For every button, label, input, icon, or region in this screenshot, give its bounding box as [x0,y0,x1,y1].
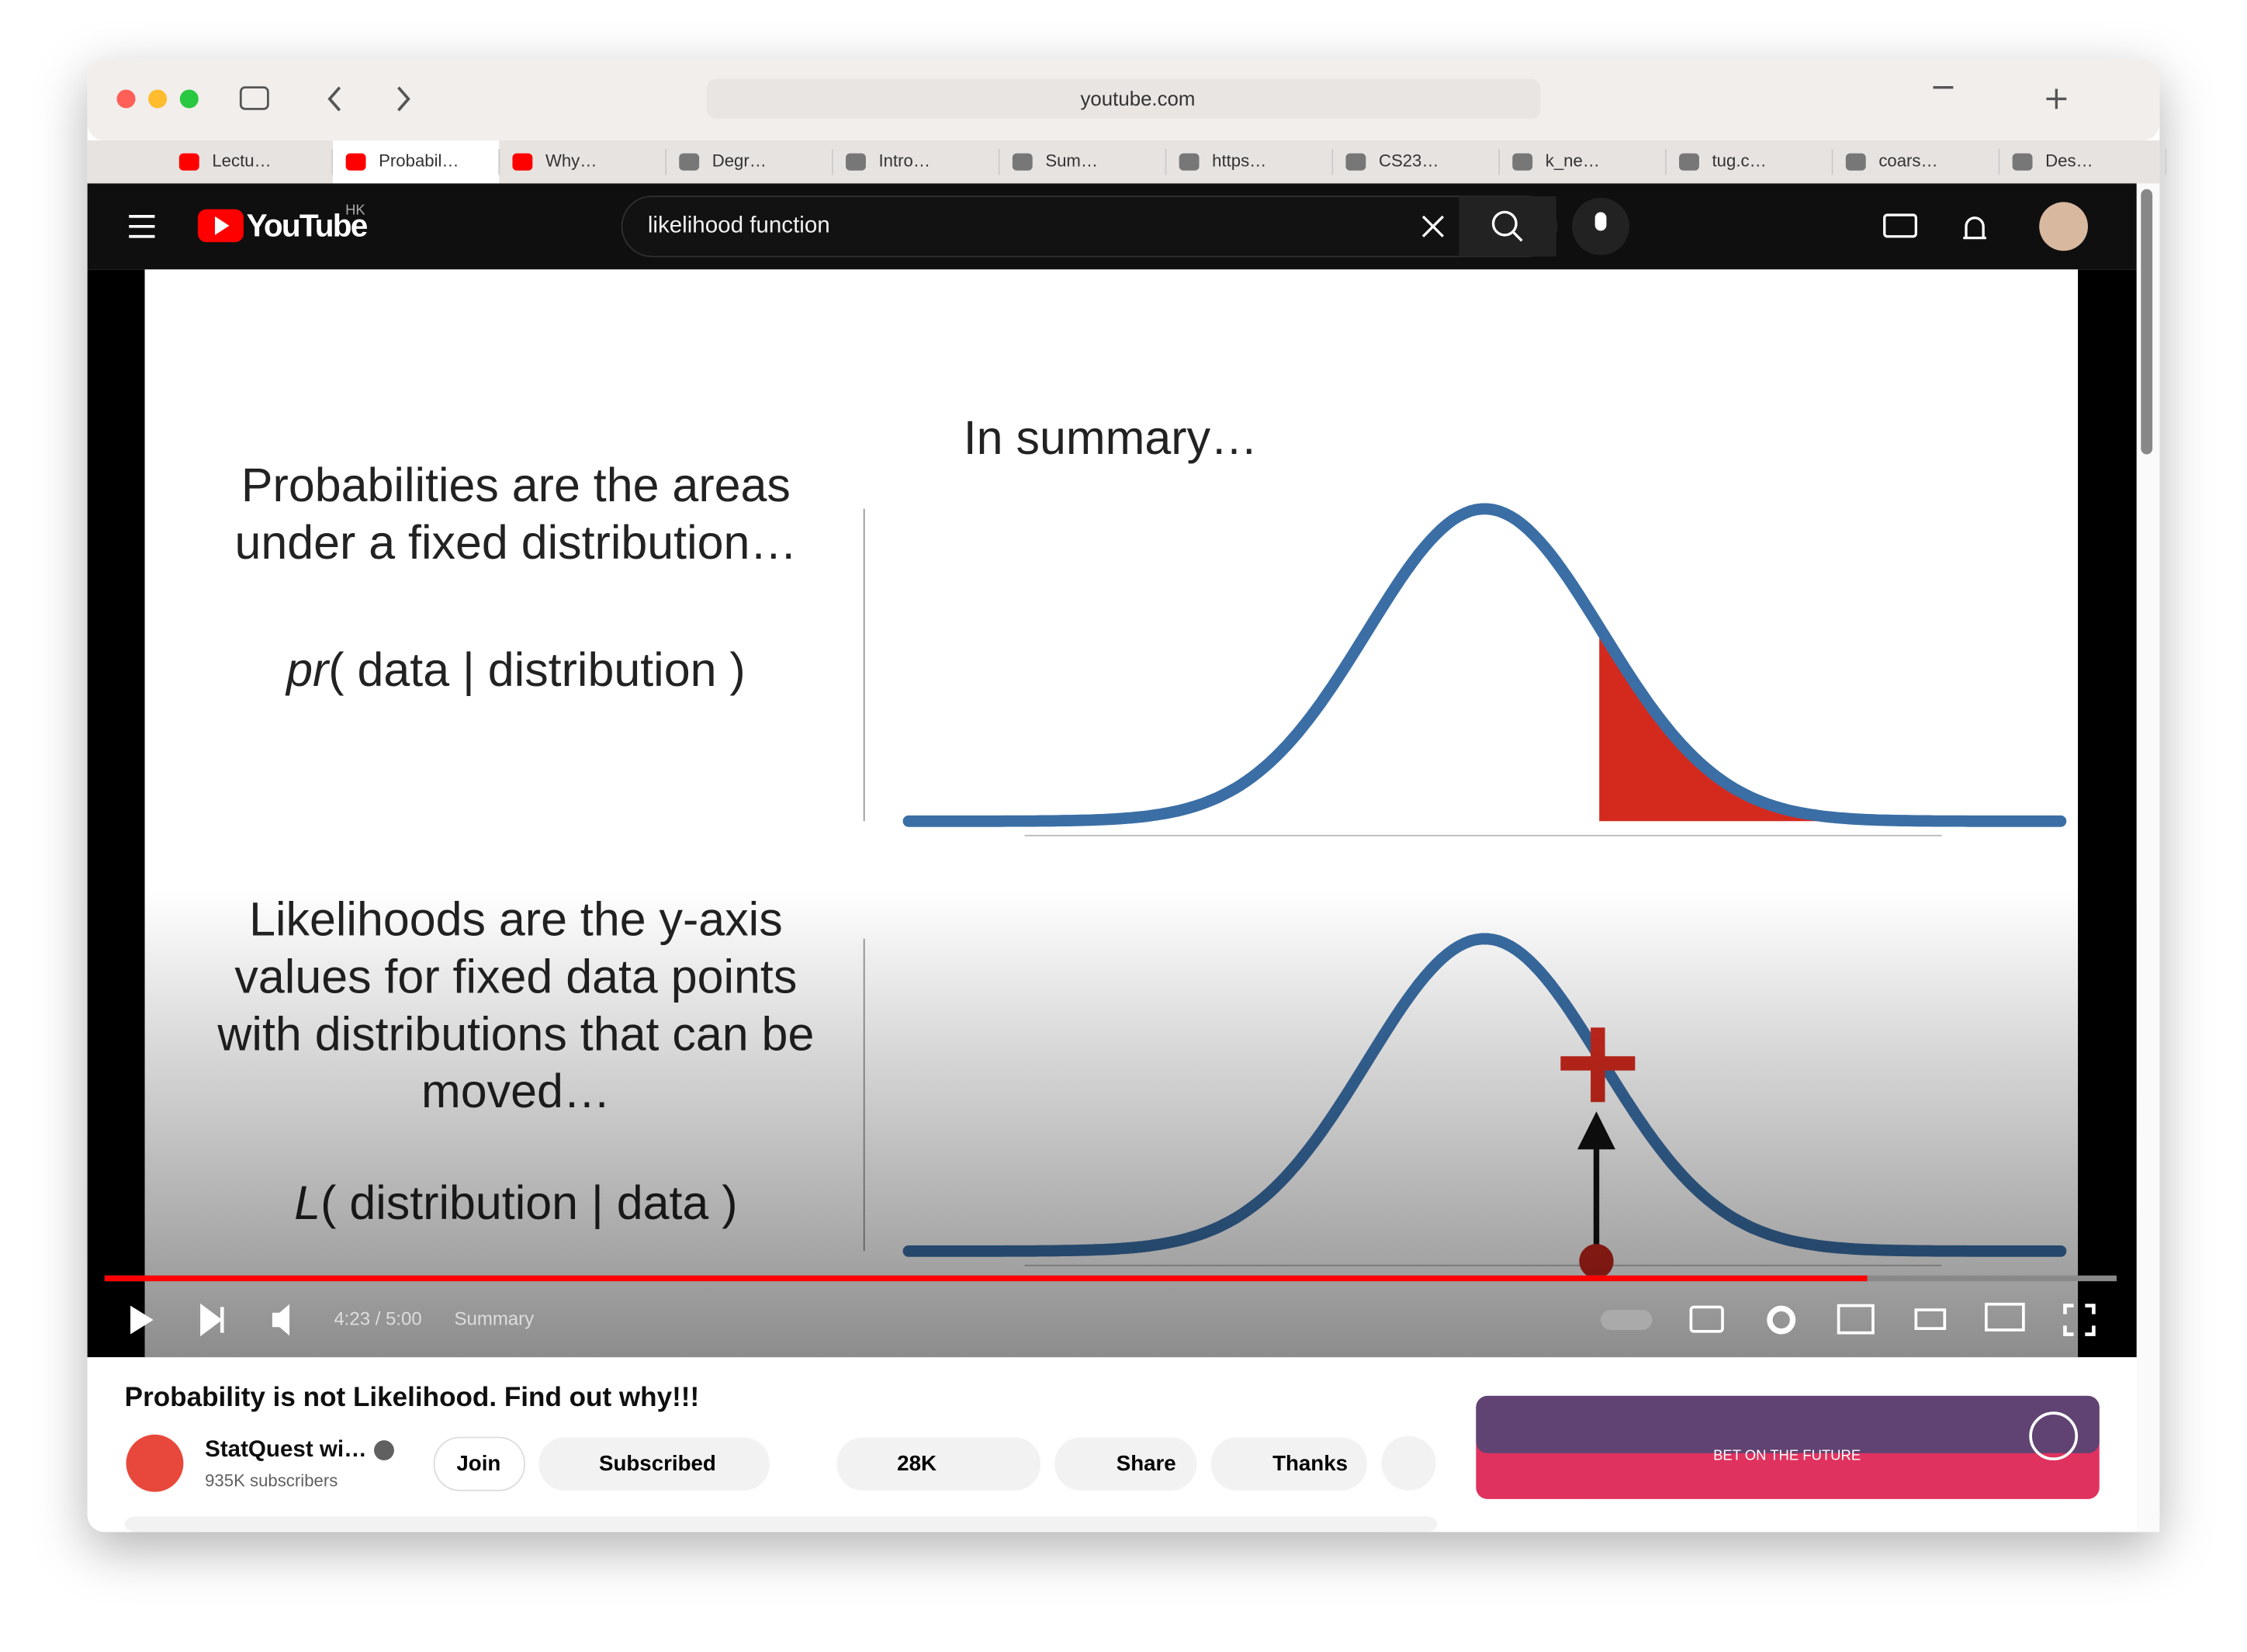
address-bar[interactable] [706,78,1541,119]
scroll-thumb[interactable] [2141,189,2153,455]
theater[interactable] [1914,1308,1947,1330]
prob-line: under a fixed distribution… [234,516,797,569]
create[interactable] [1883,213,1918,238]
tab-title: Probabil… [379,151,459,171]
tab-icon [679,153,700,171]
fullscreen[interactable] [2063,1304,2096,1336]
slide-title: In summary… [964,411,1258,464]
tab-icon [2012,153,2033,171]
controls-gradient [87,888,2137,1358]
likes: 28K [897,1451,937,1475]
tab-title: Des… [2045,151,2093,171]
tab-icon [1179,153,1200,171]
tab-icon [345,153,366,171]
airplay[interactable] [1985,1302,2025,1332]
video-title: Probability is not Likelihood. Find out … [125,1382,700,1412]
region: HK [345,201,365,217]
thanks: Thanks [1272,1451,1348,1475]
join: Join [456,1451,500,1475]
autoplay[interactable] [1601,1310,1653,1330]
sidebar-btn[interactable] [239,86,269,110]
subscribed: Subscribed [599,1451,716,1475]
search-btn[interactable] [1459,196,1556,257]
channel-avatar[interactable] [126,1434,184,1492]
chapter[interactable]: Summary [454,1308,534,1329]
play[interactable] [130,1305,154,1335]
tab-icon [1845,153,1866,171]
volume[interactable] [272,1304,290,1336]
like-btn[interactable] [836,1437,1040,1491]
url: youtube.com [1080,88,1195,110]
minimize[interactable] [148,89,168,109]
close[interactable] [116,89,136,109]
next[interactable] [200,1303,224,1337]
tab-icon [1679,153,1699,171]
search-text: likelihood function [648,213,830,238]
more[interactable] [1381,1436,1436,1491]
tab-title: tug.c… [1712,151,1767,171]
prob-line: Probabilities are the areas [241,459,791,511]
join-btn[interactable] [433,1436,525,1491]
settings[interactable] [1767,1305,1796,1335]
progress-played [104,1275,1868,1282]
description [124,1516,1438,1533]
zoom[interactable] [179,89,199,109]
channel[interactable]: StatQuest wi… [205,1436,367,1462]
notifications[interactable] [1963,216,1986,240]
tab-icon [846,153,866,171]
tab-title: Lectu… [212,151,271,171]
toolbar-icons[interactable] [1933,86,2067,109]
distribution-curve [902,503,2067,827]
tab-title: Intro… [879,151,931,171]
tab-title: https… [1212,151,1266,171]
tab-title: k_ne… [1546,151,1600,171]
miniplayer[interactable] [1837,1304,1875,1335]
tab-icon [1345,153,1366,171]
tab-title: CS23… [1379,151,1439,171]
ad-text: BET ON THE FUTURE [1713,1446,1861,1463]
tab-icon [512,153,533,171]
tab-title: coars… [1878,151,1937,171]
probability-area [1599,627,1864,822]
yt-wordmark: YouTube [247,207,368,243]
thanks-btn[interactable] [1210,1437,1367,1491]
share-btn[interactable] [1054,1437,1197,1491]
nav-buttons[interactable] [327,86,410,112]
menu[interactable] [129,215,155,238]
subscribed-btn[interactable] [538,1437,770,1491]
subscribers: 935K subscribers [205,1471,338,1491]
prob-formula: pr( data | distribution ) [285,643,746,696]
tab-icon [178,153,199,171]
avatar[interactable] [2039,202,2088,251]
tab-title: Degr… [712,151,767,171]
tab-icon [1512,153,1533,171]
tab-icon [1012,153,1033,171]
tab-title: Sum… [1045,151,1098,171]
clear[interactable] [1421,215,1445,237]
ad-info[interactable] [2029,1411,2079,1461]
tab-title: Why… [545,151,597,171]
captions[interactable] [1689,1305,1724,1333]
share: Share [1117,1451,1176,1475]
time: 4:23 / 5:00 [334,1308,421,1329]
